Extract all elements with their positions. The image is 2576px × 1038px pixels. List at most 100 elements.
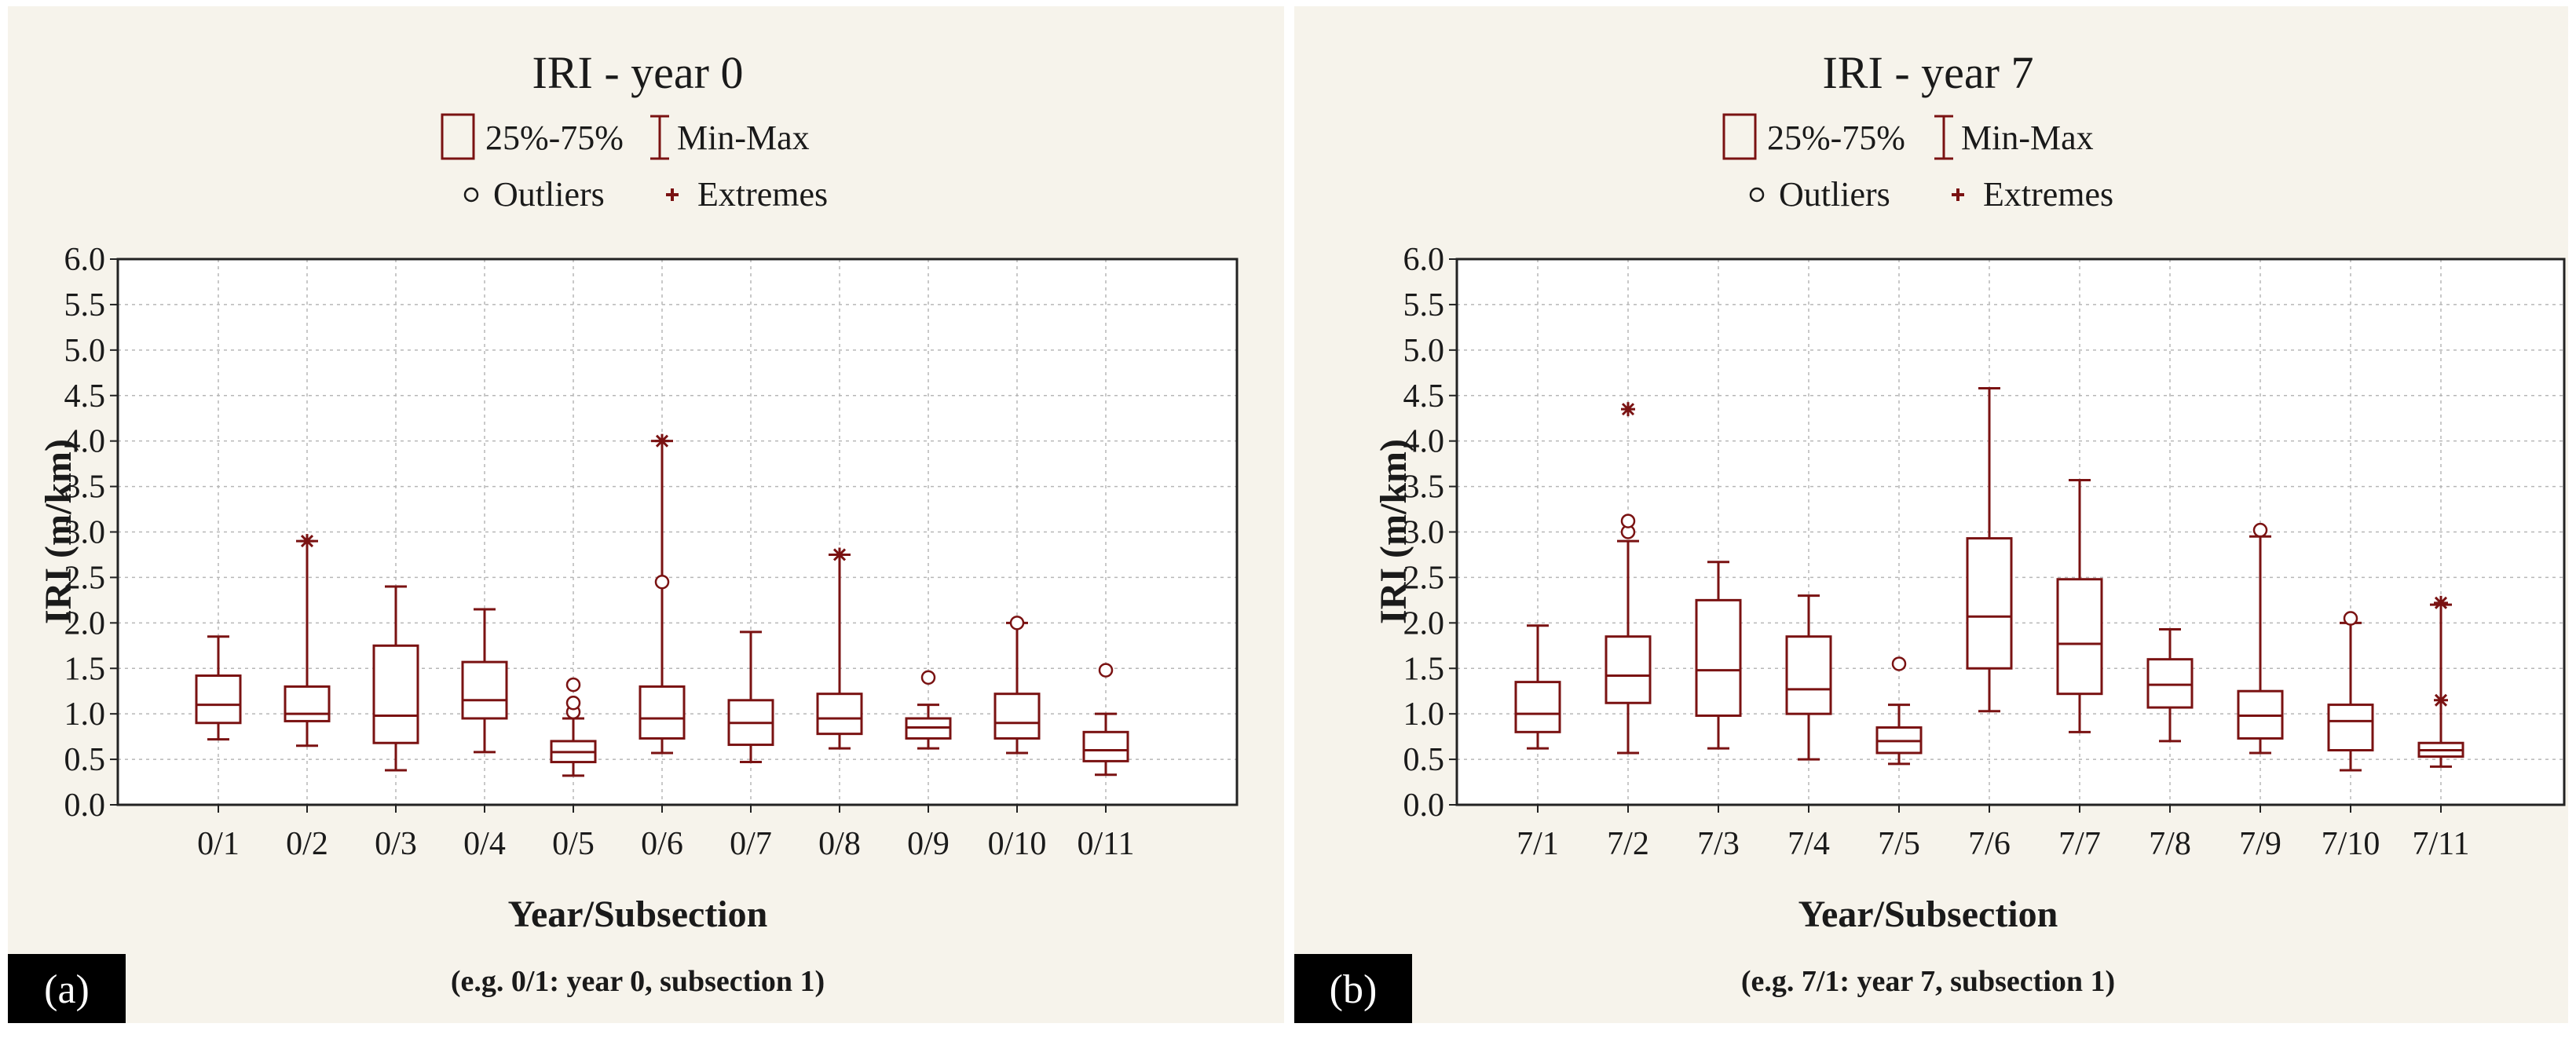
- legend-box-symbol: [1722, 113, 1757, 160]
- x-tick-label-0-1: 0/1: [197, 826, 240, 862]
- panel-b-x-axis-note: (e.g. 7/1: year 7, subsection 1): [1741, 965, 2115, 998]
- panel-a-x-axis-label: Year/Subsection: [508, 894, 768, 935]
- box-iqr: [2146, 658, 2194, 709]
- legend-outlier-label: Outliers: [493, 175, 605, 214]
- y-tick-label: 1.0: [64, 696, 106, 733]
- outlier-point: [2252, 522, 2268, 538]
- panel-b-x-axis-label: Year/Subsection: [1798, 894, 2058, 935]
- x-tick-label-7-7: 7/7: [2058, 826, 2101, 862]
- x-tick-label-7-4: 7/4: [1787, 826, 1830, 862]
- y-tick-label: 5.0: [1403, 333, 1445, 369]
- box-group-0-3: [372, 585, 419, 772]
- outlier-point: [920, 670, 936, 685]
- panel-b-tag-background: [1294, 954, 1412, 1023]
- outlier-point: [1009, 616, 1025, 630]
- extreme-point: [655, 433, 669, 448]
- legend-box-symbol: [441, 113, 475, 160]
- panel-a-title: IRI - year 0: [532, 47, 744, 98]
- panel-a-y-axis-label: IRI (m/km): [38, 439, 79, 624]
- x-tick-label-7-9: 7/9: [2239, 826, 2281, 862]
- panel-b-tag: (b): [1330, 967, 1378, 1012]
- box-iqr: [461, 660, 508, 720]
- panel-b: IRI - year 7 25%-75% Min-Max Outliers Ex…: [1294, 6, 2568, 1023]
- x-tick-label-0-6: 0/6: [641, 826, 683, 862]
- panel-b-title: IRI - year 7: [1823, 47, 2034, 98]
- legend-whisker-label: Min-Max: [1961, 119, 2094, 157]
- y-tick-label: 5.0: [64, 333, 106, 369]
- box-group-0-4: [461, 608, 508, 754]
- y-tick-label: 4.0: [1403, 424, 1445, 460]
- y-tick-label: 3.0: [64, 515, 106, 551]
- outlier-point: [565, 696, 581, 711]
- legend-whisker-symbol: [650, 115, 669, 160]
- panel-b-y-axis-label: IRI (m/km): [1373, 439, 1414, 624]
- panel-b-x-ticks: 7/1 7/2 7/3 7/4 7/5 7/6 7/7 7/8 7/9 7/10 7/11: [1517, 805, 2470, 862]
- box-group-0-10: [993, 616, 1041, 755]
- y-tick-label: 1.0: [1403, 696, 1445, 733]
- box-iqr: [1514, 681, 1561, 733]
- x-tick-label-7-11: 7/11: [2412, 826, 2469, 862]
- extreme-point: [2434, 595, 2448, 610]
- panel-b-y-ticks: 0.0 0.5 1.0 1.5 2.0 2.5 3.0 3.5 4.0 4.5 5.0 5.5 6.0: [1403, 242, 1457, 824]
- box-group-0-5: [550, 677, 597, 777]
- panel-a-plot-frame: [116, 258, 1239, 806]
- outlier-point: [565, 677, 581, 693]
- panel-a-x-axis-note: (e.g. 0/1: year 0, subsection 1): [451, 965, 825, 998]
- legend-extreme-symbol: [666, 188, 679, 201]
- x-tick-label-0-8: 0/8: [818, 826, 861, 862]
- panel-a-tag: (a): [44, 967, 90, 1012]
- panel-b-plot-frame: [1455, 258, 2566, 806]
- box-iqr: [2056, 578, 2103, 696]
- x-tick-label-7-5: 7/5: [1878, 826, 1920, 862]
- y-tick-label: 6.0: [64, 242, 106, 278]
- legend-extreme-label: Extremes: [1983, 175, 2113, 214]
- box-iqr: [195, 674, 242, 725]
- outlier-point: [654, 574, 670, 590]
- legend-extreme-label: Extremes: [697, 175, 828, 214]
- box-iqr: [372, 644, 419, 744]
- box-iqr: [816, 693, 863, 736]
- panel-a-boxes: [195, 433, 1129, 777]
- y-tick-label: 3.5: [64, 470, 106, 506]
- outlier-point: [1891, 656, 1907, 671]
- y-tick-label: 3.5: [1403, 470, 1445, 506]
- x-tick-label-0-3: 0/3: [375, 826, 417, 862]
- panel-a: IRI - year 0 25%-75% Min-Max Outliers Ex…: [8, 6, 1284, 1023]
- x-tick-label-7-1: 7/1: [1517, 826, 1559, 862]
- y-tick-label: 1.5: [1403, 651, 1445, 687]
- y-tick-label: 1.5: [64, 651, 106, 687]
- box-group-0-8: [816, 547, 863, 750]
- y-tick-label: 0.5: [64, 742, 106, 778]
- box-group-7-2: [1605, 402, 1652, 755]
- extreme-point: [1621, 402, 1635, 417]
- y-tick-label: 4.5: [64, 378, 106, 415]
- extreme-point: [300, 534, 314, 549]
- legend-outlier-label: Outliers: [1779, 175, 1890, 214]
- x-tick-label-7-10: 7/10: [2322, 826, 2380, 862]
- y-tick-label: 3.0: [1403, 515, 1445, 551]
- extreme-point: [2434, 693, 2448, 707]
- outlier-point: [2343, 611, 2358, 626]
- panel-a-x-ticks: 0/1 0/2 0/3 0/4 0/5 0/6 0/7 0/8 0/9 0/10 0/11: [197, 805, 1135, 862]
- y-tick-label: 6.0: [1403, 242, 1445, 278]
- box-group-7-8: [2146, 627, 2194, 743]
- x-tick-label-7-3: 7/3: [1697, 826, 1740, 862]
- y-tick-label: 2.0: [1403, 605, 1445, 641]
- panel-a-legend: 25%-75% Min-Max Outliers Extremes: [441, 113, 828, 214]
- x-tick-label-0-5: 0/5: [552, 826, 595, 862]
- box-iqr: [1082, 730, 1129, 762]
- box-group-0-6: [639, 433, 686, 755]
- box-group-0-1: [195, 635, 242, 741]
- box-group-7-9: [2237, 522, 2284, 755]
- box-iqr: [1695, 598, 1742, 717]
- box-group-0-2: [284, 534, 331, 747]
- box-iqr: [284, 685, 331, 722]
- box-group-0-11: [1082, 663, 1129, 777]
- legend-whisker-label: Min-Max: [677, 119, 810, 157]
- box-iqr: [2327, 704, 2374, 751]
- box-iqr: [1605, 635, 1652, 704]
- y-tick-label: 5.5: [1403, 287, 1445, 323]
- box-group-0-9: [905, 670, 952, 750]
